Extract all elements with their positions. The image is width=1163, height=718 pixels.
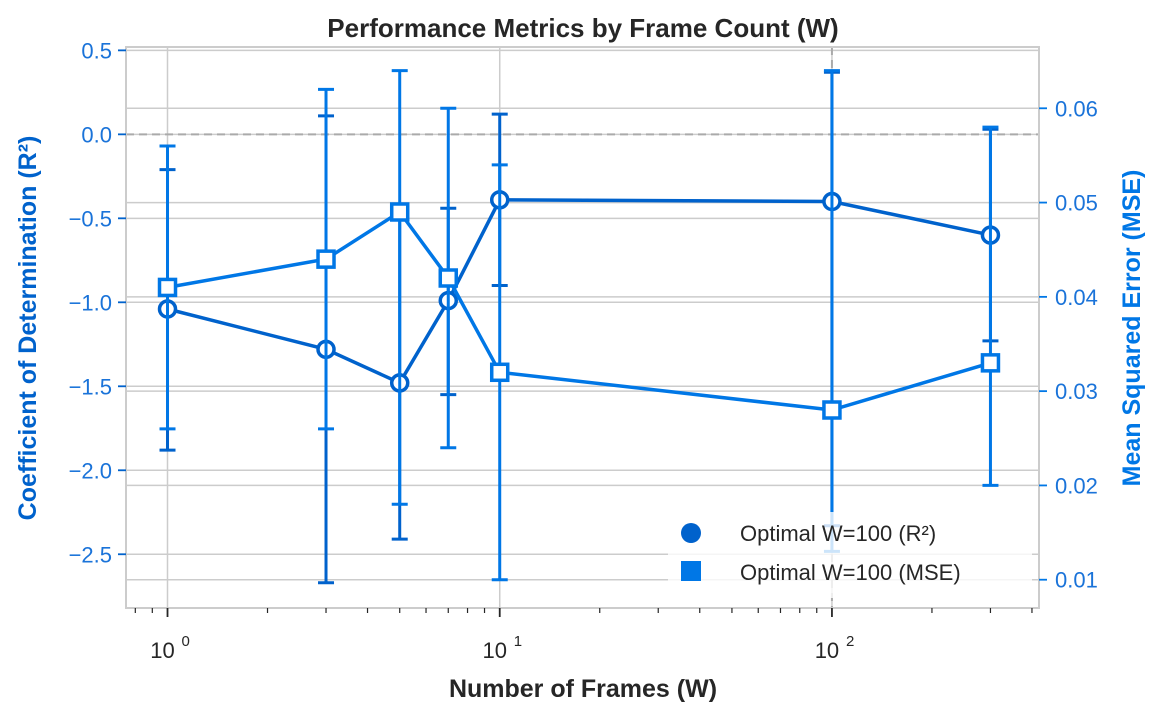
x-tick-exponent: 1 [514,633,522,650]
legend-r2-label: Optimal W=100 (R²) [740,521,936,546]
data-point-mse [822,400,842,420]
plot-area [157,69,1001,585]
y-left-tick-label: −1.0 [69,290,112,315]
y-axis-right-label: Mean Squared Error (MSE) [1118,170,1146,487]
chart-title: Performance Metrics by Frame Count (W) [327,13,838,43]
y-right-tick-label: 0.01 [1055,568,1098,593]
series-mse [157,69,1001,582]
y-right-tick-label: 0.02 [1055,473,1098,498]
y-left-tick-label: −0.5 [69,206,112,231]
y-left-tick-label: −2.0 [69,458,112,483]
x-tick-label: 10 [482,638,506,663]
legend-r2-marker [681,523,701,543]
x-tick-exponent: 0 [182,633,190,650]
data-point-mse [157,277,178,298]
x-tick-label: 10 [150,638,174,663]
y-right-tick-label: 0.04 [1055,285,1098,310]
data-point-mse [489,362,510,383]
x-tick-exponent: 2 [846,633,854,650]
axes: 10 0 10 1 10 2 0.5 0.0 −0.5 −1.0 −1.5 −2.0 −2.5 0.06 0… [69,38,1098,663]
data-point-mse [438,268,459,288]
y-left-tick-label: −1.5 [69,374,112,399]
y-left-tick-label: −2.5 [69,542,112,567]
y-right-tick-label: 0.06 [1055,96,1098,121]
y-axis-left-label: Coefficient of Determination (R²) [14,136,42,521]
y-left-tick-label: 0.5 [81,38,112,63]
legend-mse-marker [681,561,701,581]
data-point-mse [389,202,410,222]
y-left-tick-label: 0.0 [81,122,112,147]
plot-frame [125,46,1040,609]
y-right-tick-label: 0.03 [1055,379,1098,404]
data-point-mse [980,353,1001,373]
series-line-r2 [167,198,991,386]
data-point-mse [316,249,336,269]
legend: Optimal W=100 (R²) Optimal W=100 (MSE) [668,512,1032,598]
legend-box [668,512,1032,598]
series-r2 [157,70,1001,585]
x-axis-label: Number of Frames (W) [449,675,717,703]
y-right-tick-label: 0.05 [1055,191,1098,216]
legend-mse-label: Optimal W=100 (MSE) [740,560,961,585]
x-tick-label: 10 [815,638,839,663]
series-line-mse [167,209,991,412]
